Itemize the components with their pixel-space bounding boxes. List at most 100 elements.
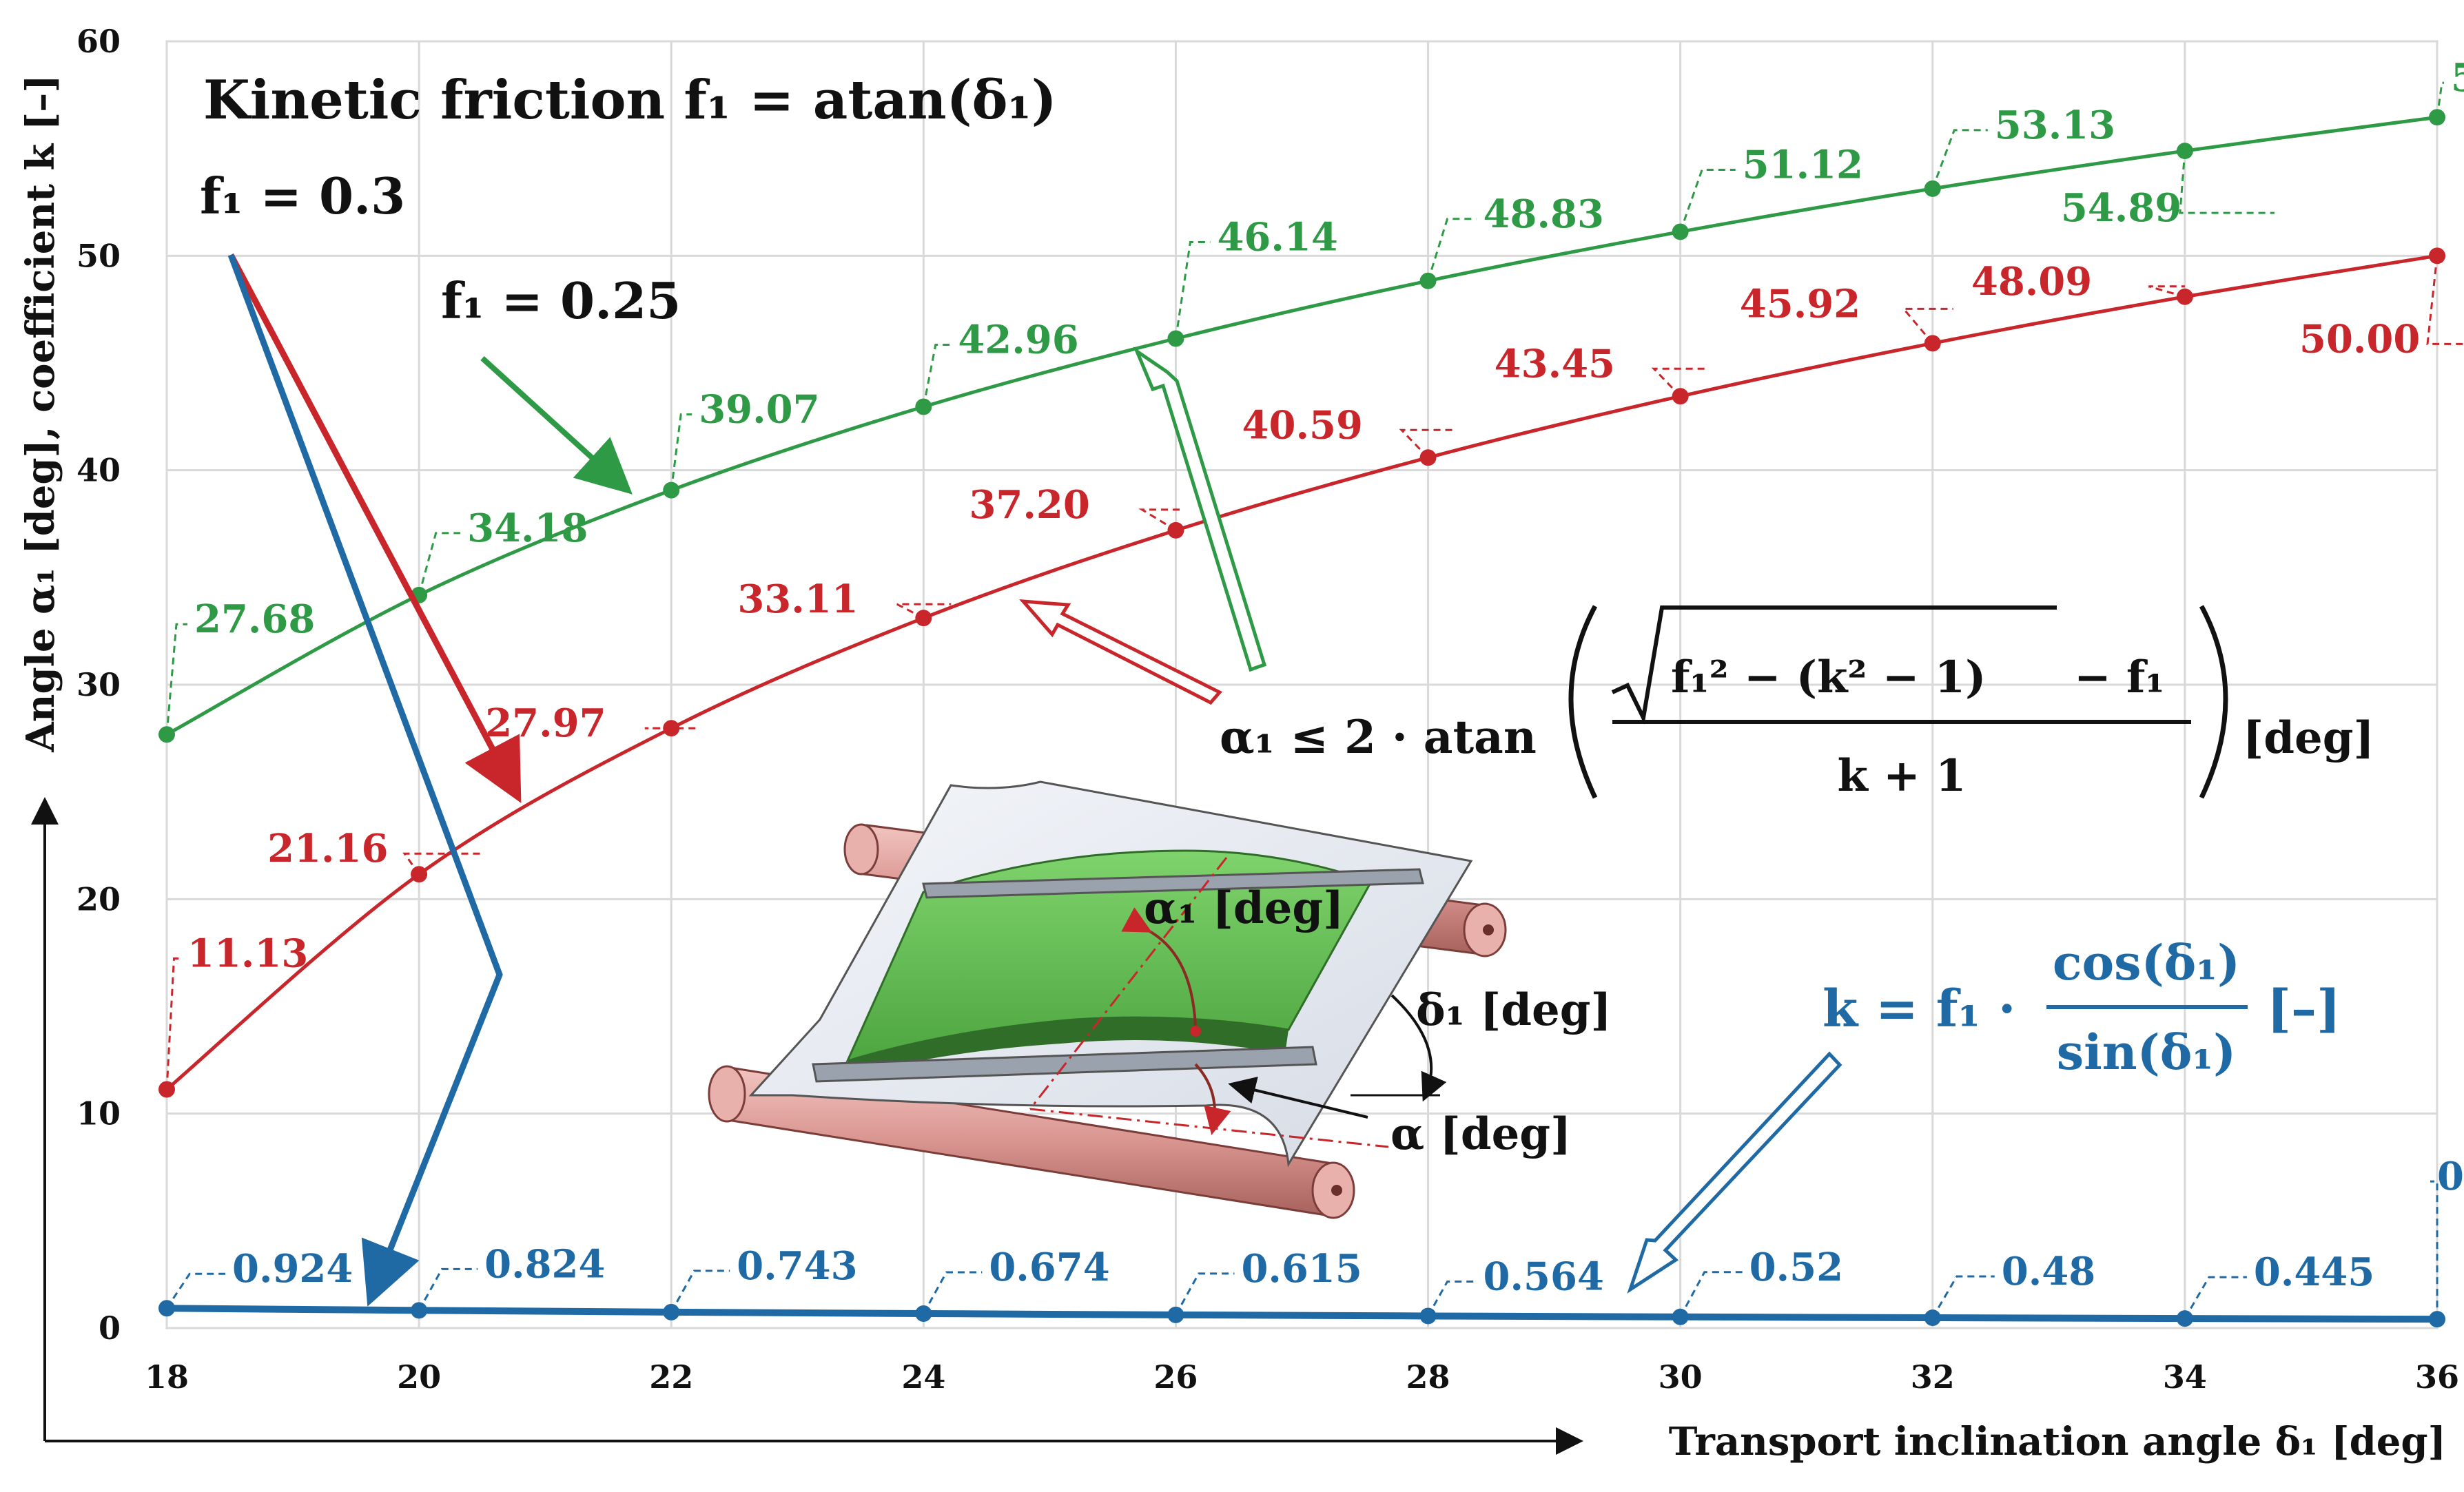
data-label: 48.83: [1483, 191, 1604, 237]
hollow-arrow-blue: [1627, 1051, 1842, 1294]
k-formula: k = f₁ · cos(δ₁) sin(δ₁) [–]: [1823, 934, 2341, 1081]
data-label: 50.00: [2299, 316, 2420, 362]
alpha-formula-unit: [deg]: [2243, 712, 2374, 764]
x-tick-label: 30: [1659, 1358, 1703, 1396]
diagram-delta1-arc: [1390, 994, 1447, 1102]
data-label: 0.564: [1483, 1254, 1604, 1299]
y-tick-label: 40: [76, 452, 121, 489]
data-label: 37.20: [969, 482, 1089, 528]
data-label: 0.674: [989, 1245, 1109, 1290]
alpha-formula-left-paren: [1568, 605, 1598, 799]
x-axis-title: Transport inclination angle δ₁ [deg]: [1669, 1419, 2446, 1464]
k-formula-numerator: cos(δ₁): [2053, 934, 2240, 991]
diagram-label-alpha1: α₁ [deg]: [1144, 882, 1344, 934]
series-group: 0.924 0.824 0.743 0.674 0.615 0.564 0.52 0.48 0.…: [158, 1154, 2464, 1328]
data-label-leader: [1427, 1280, 1477, 1317]
diagram-pivot-dot: [1190, 1026, 1201, 1037]
y-tick-label: 60: [76, 23, 121, 60]
alpha-formula-numerator: f₁² − (k² − 1): [1671, 652, 1986, 703]
data-label-leader: [2436, 81, 2444, 118]
data-label-leader: [1138, 508, 1183, 532]
data-label: 27.68: [194, 597, 315, 642]
alpha-formula-sqrt: [1611, 605, 2057, 725]
x-tick-label: 32: [1911, 1358, 1955, 1396]
series-line: [166, 1305, 2438, 1323]
data-label-leader: [1427, 218, 1477, 282]
alpha-formula-right-paren: [2199, 605, 2228, 799]
data-label-leader: [2179, 150, 2275, 214]
data-label: 42.96: [958, 318, 1078, 363]
data-label-leader: [2426, 256, 2464, 345]
hollow-arrow-red: [1019, 599, 1222, 705]
data-label: 11.13: [187, 931, 308, 976]
axes: 18 20 22 24 26 28 30 32 34 36 0 10 20 30 40 50 60 Transpo…: [18, 23, 2459, 1464]
data-label: 39.07: [699, 387, 819, 433]
data-label-leader: [2184, 1276, 2247, 1319]
diagram-alpha-pointer: [1228, 1077, 1368, 1119]
data-label-leader: [1399, 428, 1456, 459]
data-label-leader: [2430, 1180, 2439, 1320]
guide-arrow-red: [228, 253, 522, 803]
data-label-leader: [165, 957, 181, 1090]
data-label-leader: [670, 413, 692, 490]
x-tick-label: 28: [1406, 1358, 1450, 1396]
data-label-leader: [1931, 129, 1988, 189]
data-label: 40.59: [1242, 402, 1363, 448]
y-tick-label: 20: [76, 880, 121, 918]
data-label: 0.924: [232, 1246, 353, 1292]
data-label-leader: [418, 532, 461, 596]
data-label: 0.824: [484, 1241, 605, 1287]
data-label: 54.89: [2061, 185, 2181, 231]
series-group: 27.68 34.18 39.07 42.96 46.14 48.83 51.12 53.13…: [158, 55, 2464, 743]
data-label-leader: [418, 1267, 478, 1312]
green-surface-shadow: [848, 1017, 1289, 1075]
x-tick-label: 26: [1153, 1358, 1198, 1396]
data-label-leader: [1679, 168, 1736, 232]
data-label: 46.14: [1217, 215, 1337, 260]
data-label: 21.16: [267, 826, 388, 871]
data-label: 33.11: [737, 577, 858, 622]
x-tick-label: 22: [649, 1358, 693, 1396]
data-label: 56.46: [2451, 55, 2464, 101]
data-label: 43.45: [1495, 341, 1615, 386]
x-tick-label: 18: [145, 1358, 189, 1396]
diagram-label-delta1: δ₁ [deg]: [1416, 984, 1612, 1036]
data-label-leader: [1174, 241, 1211, 339]
data-label-leader: [165, 623, 187, 735]
y-tick-label: 0: [99, 1309, 121, 1347]
alpha-formula-lhs: α₁ ≤ 2 · atan: [1220, 710, 1537, 764]
data-label: 51.12: [1743, 142, 1863, 187]
data-label-leader: [1175, 1272, 1235, 1316]
data-label-leader: [1651, 367, 1708, 397]
conveyor-diagram: α₁ [deg] δ₁ [deg] α [deg]: [708, 780, 1612, 1219]
data-label: 53.13: [1995, 103, 2115, 148]
data-label-leader: [670, 1270, 730, 1313]
data-label-leader: [1931, 1275, 1995, 1318]
diagram-label-alpha: α [deg]: [1390, 1108, 1571, 1160]
data-label-leader: [165, 1272, 225, 1309]
k-formula-denominator: sin(δ₁): [2057, 1024, 2236, 1081]
x-tick-label: 36: [2415, 1358, 2459, 1396]
series-group: 11.13 21.16 27.97 33.11 37.20 40.59 43.45 45.92…: [158, 247, 2464, 1098]
data-label: 34.18: [467, 506, 588, 551]
alpha-formula-denominator: k + 1: [1837, 750, 1966, 802]
series-line: [165, 253, 2438, 1091]
diagram-alpha-arc: [1194, 1063, 1231, 1135]
data-label-leader: [1679, 1271, 1743, 1318]
x-tick-label: 20: [397, 1358, 441, 1396]
series-layer: 27.68 34.18 39.07 42.96 46.14 48.83 51.12 53.13…: [158, 55, 2464, 1328]
diagram-centerline-vertical: [1029, 857, 1228, 1110]
guide-arrow-blue: [227, 253, 503, 1307]
data-label: 45.92: [1740, 281, 1860, 327]
data-label: 27.97: [485, 701, 606, 746]
k-formula-unit: [–]: [2267, 980, 2341, 1039]
chart-title: Kinetic friction f₁ = atan(δ₁): [203, 69, 1057, 132]
alpha-formula-numerator-tail: − f₁: [2074, 652, 2164, 703]
rail-top: [922, 868, 1424, 899]
data-label: 0.52: [1749, 1245, 1843, 1290]
data-label-leader: [922, 344, 952, 407]
y-tick-label: 30: [76, 666, 121, 703]
data-label-leader: [923, 1271, 983, 1314]
y-axis-title: Angle α₁ [deg], coefficient k [–]: [18, 74, 63, 752]
annotation-f1-03: f₁ = 0.3: [200, 167, 405, 225]
